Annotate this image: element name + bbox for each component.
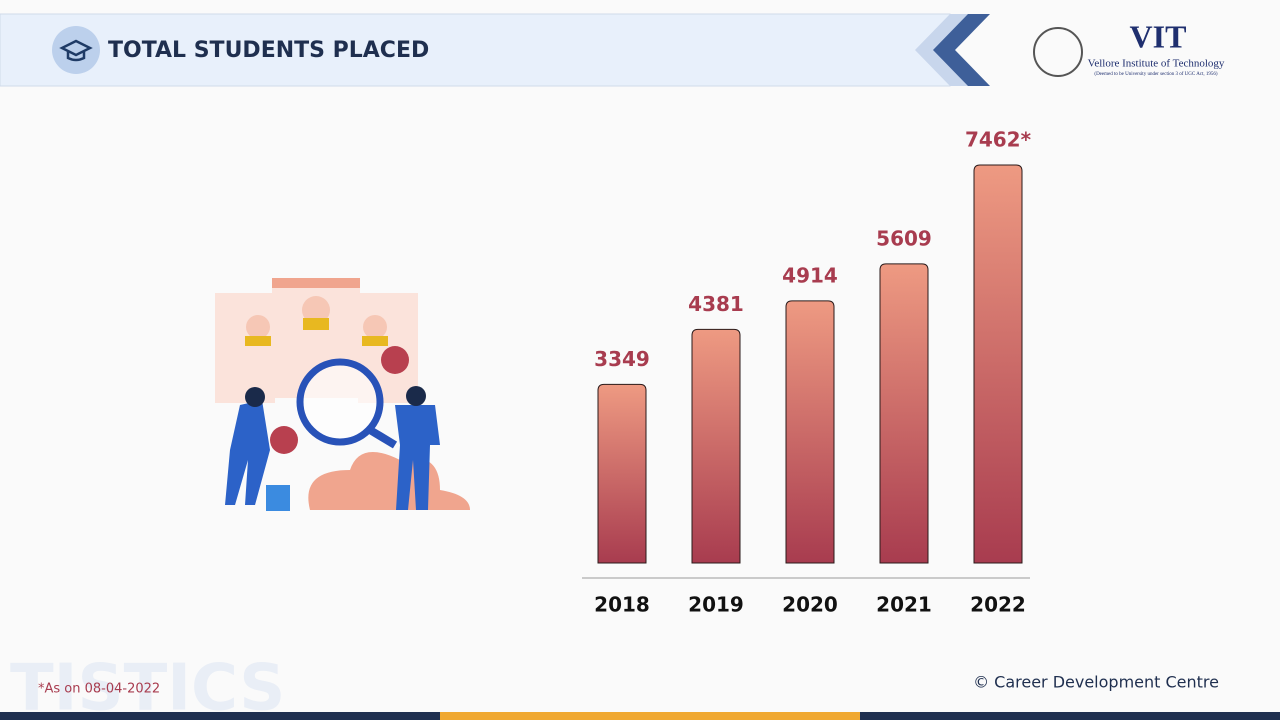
value-label: 4914 [782, 263, 838, 287]
x-tick-label: 2022 [970, 593, 1026, 617]
institute-name: Vellore Institute of Technology [1088, 58, 1225, 70]
value-label: 5609 [876, 226, 932, 250]
x-tick-label: 2018 [594, 593, 650, 617]
bar [691, 328, 741, 564]
header-icon [52, 26, 100, 74]
bar-chart: 3349 2018 4381 2019 4914 2020 5609 2021 7462* 202… [594, 128, 1031, 617]
value-label: 4381 [688, 292, 744, 316]
header-title: TOTAL STUDENTS PLACED [108, 38, 429, 63]
header-band [0, 13, 951, 87]
x-tick-label: 2020 [782, 593, 838, 617]
watermark: TISTICS [10, 652, 285, 720]
x-tick-label: 2019 [688, 593, 744, 617]
logo-seal [1033, 27, 1083, 77]
logo-text: VIT [1130, 18, 1187, 54]
bar [597, 383, 647, 564]
cap-icon [59, 39, 93, 62]
bar [785, 300, 835, 564]
bar [973, 164, 1023, 564]
institute-note: (Deemed to be University under section 3… [1094, 72, 1218, 77]
chevron [915, 14, 975, 86]
chevron [933, 14, 990, 86]
bar [879, 263, 929, 564]
illustration [215, 278, 470, 511]
value-label: 3349 [594, 347, 650, 371]
footer-accent [440, 712, 860, 720]
footnote: *As on 08-04-2022 [38, 682, 160, 697]
credit: © Career Development Centre [973, 673, 1219, 692]
x-tick-label: 2021 [876, 593, 932, 617]
value-label: 7462* [965, 128, 1032, 152]
